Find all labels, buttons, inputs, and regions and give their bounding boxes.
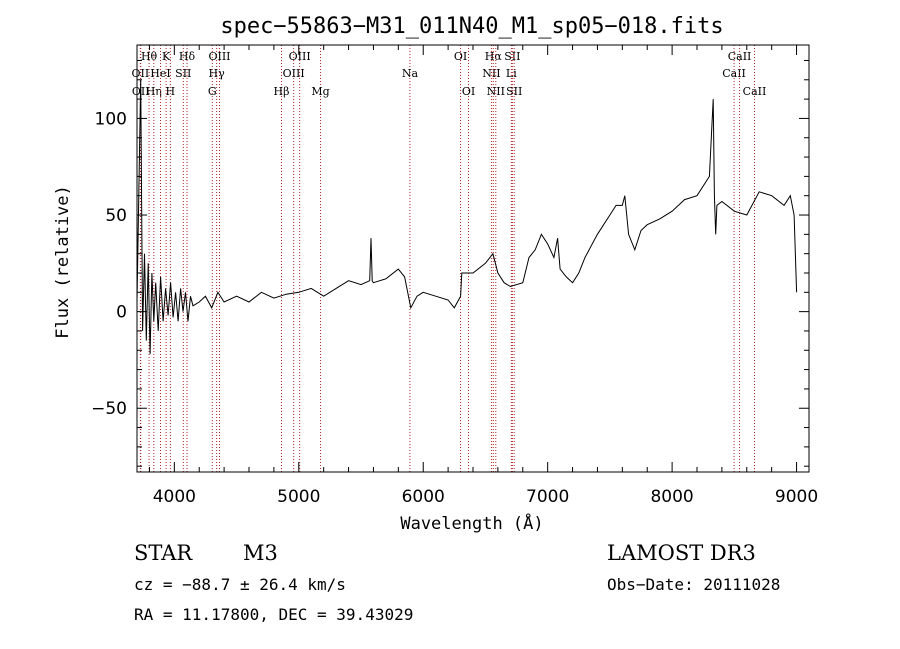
x-tick-label: 9000 bbox=[775, 487, 818, 507]
line-marker-label: OIII bbox=[283, 67, 305, 80]
line-marker-label: CaII bbox=[728, 50, 752, 63]
y-tick-label: 50 bbox=[105, 206, 127, 226]
line-marker-label: OII bbox=[132, 67, 150, 80]
line-marker-label: Li bbox=[506, 67, 517, 80]
chart-title: spec−55863−M31_011N40_M1_sp05−018.fits bbox=[220, 14, 723, 39]
y-tick-label: 0 bbox=[116, 303, 127, 323]
line-marker-label: SII bbox=[506, 85, 522, 98]
line-marker-label: OIII bbox=[289, 50, 311, 63]
redshift-text: cz = −88.7 ± 26.4 km/s bbox=[134, 575, 346, 594]
line-marker-label: Hα bbox=[485, 50, 503, 63]
line-marker-label: OIII bbox=[208, 50, 230, 63]
y-tick-label: −50 bbox=[91, 399, 127, 419]
object-class: STAR bbox=[134, 541, 193, 565]
line-marker-label: Hη bbox=[146, 85, 162, 98]
x-axis-label: Wavelength (Å) bbox=[400, 512, 543, 534]
series-layer bbox=[136, 79, 798, 355]
y-axis-label: Flux (relative) bbox=[53, 185, 73, 339]
line-marker-label: Hθ bbox=[141, 50, 158, 63]
line-markers: OIIOIIHθHηHeIKHSIIHδGHγOIIIHβOIIIOIIIMgN… bbox=[132, 45, 767, 472]
y-tick-label: 100 bbox=[95, 109, 127, 129]
line-marker-label: H bbox=[166, 85, 176, 98]
x-tick-label: 7000 bbox=[526, 487, 569, 507]
line-marker-label: NII bbox=[482, 67, 500, 80]
survey-name: LAMOST DR3 bbox=[607, 541, 756, 565]
coordinates-text: RA = 11.17800, DEC = 39.43029 bbox=[134, 605, 413, 624]
line-marker-label: Hγ bbox=[209, 67, 226, 80]
line-marker-label: Hβ bbox=[274, 85, 290, 98]
line-marker-label: Na bbox=[402, 67, 419, 80]
line-marker-label: SII bbox=[504, 50, 520, 63]
line-marker-label: CaII bbox=[743, 85, 767, 98]
object-subclass: M3 bbox=[243, 541, 278, 565]
line-marker-label: NII bbox=[487, 85, 505, 98]
line-marker-label: G bbox=[208, 85, 217, 98]
line-marker-label: Mg bbox=[311, 85, 329, 98]
plot-frame bbox=[136, 44, 810, 473]
line-marker-label: SII bbox=[175, 67, 191, 80]
obs-date-text: Obs−Date: 20111028 bbox=[607, 575, 780, 594]
axes-layer: 4000 5000 6000 7000 8000 9000 −50 0 50 100 bbox=[91, 45, 818, 507]
line-marker-label: CaII bbox=[722, 67, 746, 80]
x-tick-label: 4000 bbox=[153, 487, 196, 507]
line-marker-label: HeI bbox=[150, 67, 170, 80]
line-marker-label: K bbox=[162, 50, 171, 63]
spectrum-line bbox=[136, 79, 798, 355]
x-tick-label: 6000 bbox=[402, 487, 445, 507]
x-tick-label: 8000 bbox=[650, 487, 693, 507]
line-marker-label: OI bbox=[454, 50, 467, 63]
line-marker-label: Hδ bbox=[179, 50, 196, 63]
line-marker-label: OI bbox=[462, 85, 475, 98]
x-tick-label: 5000 bbox=[277, 487, 320, 507]
